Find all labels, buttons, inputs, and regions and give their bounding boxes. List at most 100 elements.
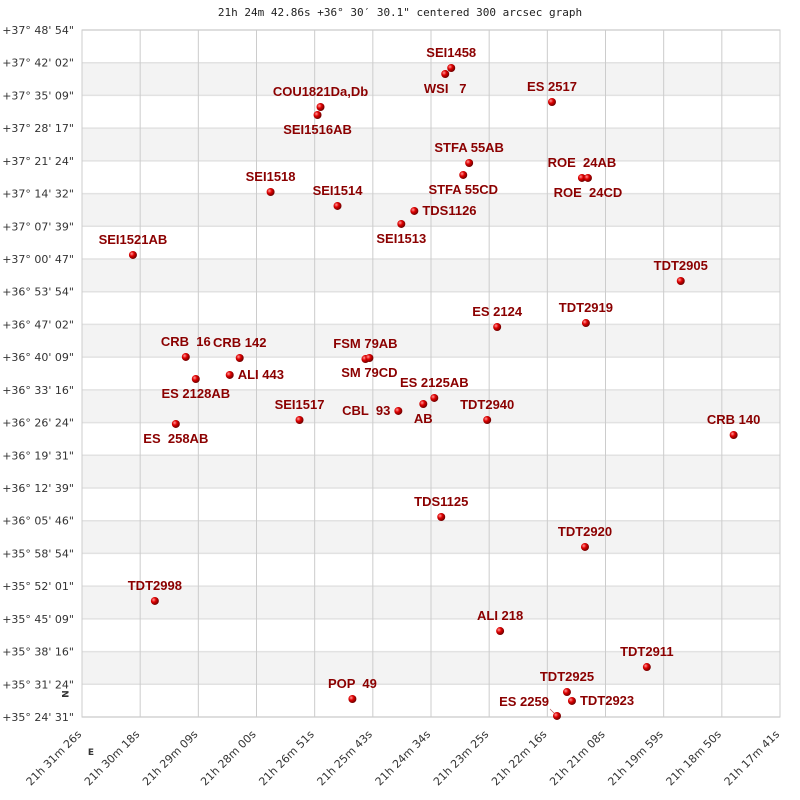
star-point — [313, 111, 322, 120]
star-point — [333, 201, 342, 210]
star-point — [465, 158, 474, 167]
star-label: POP 49 — [328, 676, 377, 691]
star-label: ES 2124 — [472, 304, 523, 319]
star-point — [410, 206, 419, 215]
x-tick-label: 21h 24m 34s — [373, 728, 434, 789]
y-tick-label: +35° 58' 54" — [2, 547, 74, 560]
y-tick-label: +35° 52' 01" — [2, 580, 74, 593]
star-point — [365, 353, 374, 362]
star-label: CBL 93 — [342, 403, 390, 418]
star-label: TDT2919 — [559, 300, 613, 315]
y-tick-label: +35° 45' 09" — [2, 613, 74, 626]
star-label: ALI 443 — [238, 367, 284, 382]
star-point — [676, 276, 685, 285]
star-point — [235, 353, 244, 362]
star-label: ROE 24CD — [554, 185, 623, 200]
y-tick-label: +37° 48' 54" — [2, 24, 74, 37]
star-label: TDS1126 — [422, 203, 476, 218]
star-point — [430, 393, 439, 402]
star-point — [447, 63, 456, 72]
y-tick-label: +37° 21' 24" — [2, 155, 74, 168]
star-point — [295, 416, 304, 425]
y-tick-label: +37° 42' 02" — [2, 57, 74, 70]
star-label: CRB 140 — [707, 412, 760, 427]
star-point — [496, 627, 505, 636]
star-point — [397, 219, 406, 228]
y-tick-label: +36° 33' 16" — [2, 384, 74, 397]
star-label: TDS1125 — [414, 494, 468, 509]
y-tick-label: +35° 38' 16" — [2, 646, 74, 659]
chart-title: 21h 24m 42.86s +36° 30′ 30.1" centered 3… — [217, 6, 583, 19]
star-point — [583, 173, 592, 182]
star-label: SEI1516AB — [283, 122, 352, 137]
star-label: ES 2125AB — [400, 375, 469, 390]
star-point — [459, 170, 468, 179]
x-tick-label: 21h 18m 50s — [664, 728, 725, 789]
star-label: COU1821Da,Db — [273, 84, 368, 99]
star-label: ES 2259 — [499, 694, 549, 709]
star-point — [437, 512, 446, 521]
star-point — [581, 319, 590, 328]
star-point — [316, 103, 325, 112]
x-tick-label: 21h 23m 25s — [431, 728, 492, 789]
star-label: TDT2920 — [558, 524, 612, 539]
y-tick-label: +37° 00' 47" — [2, 253, 74, 266]
star-point — [348, 694, 357, 703]
star-label: SEI1521AB — [99, 232, 168, 247]
star-label: SM 79CD — [341, 365, 397, 380]
x-tick-label: 21h 19m 59s — [605, 728, 666, 789]
star-label: TDT2911 — [620, 644, 673, 659]
star-point — [225, 370, 234, 379]
star-label: STFA 55CD — [428, 182, 498, 197]
star-point — [577, 173, 586, 182]
star-label: TDT2923 — [580, 693, 634, 708]
y-tick-label: +37° 14' 32" — [2, 188, 74, 201]
star-label: SEI1517 — [275, 397, 325, 412]
y-tick-label: +37° 07' 39" — [2, 220, 74, 233]
star-label: STFA 55AB — [434, 140, 504, 155]
star-label: ROE 24AB — [548, 155, 617, 170]
star-point — [394, 406, 403, 415]
star-point — [562, 688, 571, 697]
star-label: TDT2905 — [654, 258, 708, 273]
star-point — [128, 250, 137, 259]
y-tick-label: +36° 05' 46" — [2, 515, 74, 528]
compass-north: N — [59, 690, 69, 698]
star-point — [171, 419, 180, 428]
star-label: WSI 7 — [424, 81, 467, 96]
star-label: SEI1458 — [426, 45, 476, 60]
y-tick-label: +37° 28' 17" — [2, 122, 74, 135]
y-tick-label: +37° 35' 09" — [2, 89, 74, 102]
star-label: TDT2998 — [128, 578, 182, 593]
star-point — [483, 416, 492, 425]
y-tick-label: +35° 31' 24" — [2, 678, 74, 691]
star-label: FSM 79AB — [333, 336, 397, 351]
y-tick-label: +36° 40' 09" — [2, 351, 74, 364]
star-point — [266, 188, 275, 197]
star-point — [191, 375, 200, 384]
star-label: AB — [414, 411, 433, 426]
star-point — [567, 696, 576, 705]
star-label: TDT2925 — [540, 669, 594, 684]
star-point — [181, 352, 190, 361]
star-point — [493, 322, 502, 331]
y-tick-label: +35° 24' 31" — [2, 711, 74, 724]
x-tick-label: 21h 25m 43s — [315, 728, 376, 789]
y-tick-label: +36° 19' 31" — [2, 449, 74, 462]
star-point — [729, 430, 738, 439]
star-point — [419, 399, 428, 408]
x-tick-label: 21h 17m 41s — [722, 728, 783, 789]
star-label: ES 2517 — [527, 79, 577, 94]
y-tick-label: +36° 12' 39" — [2, 482, 74, 495]
star-label: ES 2128AB — [161, 386, 230, 401]
star-label: SEI1518 — [246, 169, 296, 184]
star-point — [642, 663, 651, 672]
star-label: TDT2940 — [460, 397, 514, 412]
x-tick-label: 21h 30m 18s — [82, 728, 143, 789]
star-point — [441, 70, 450, 79]
star-point — [552, 711, 561, 720]
star-label: ALI 218 — [477, 608, 523, 623]
star-point — [580, 542, 589, 551]
x-tick-label: 21h 28m 00s — [198, 728, 259, 789]
